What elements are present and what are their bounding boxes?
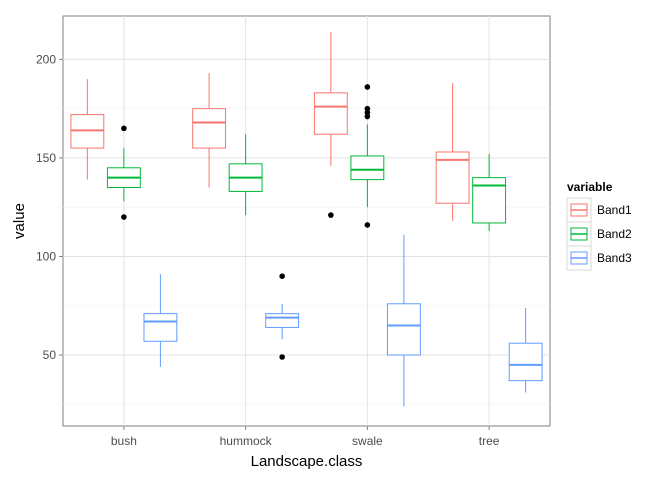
box-iqr [265,313,300,328]
x-tick-label: tree [479,434,500,448]
box-iqr [350,155,385,181]
outlier-point [121,214,127,220]
outlier-point [364,105,371,112]
y-tick-label: 200 [36,52,56,66]
legend-label: Band3 [597,251,632,265]
plot-panel [62,15,551,427]
box-iqr [192,108,227,149]
box-iqr [508,342,543,382]
box-band2-bush [106,125,141,220]
box-band1-bush [70,79,105,180]
y-tick-label: 100 [36,249,56,263]
legend-label: Band2 [597,227,632,241]
box-band1-swale [313,31,348,218]
x-axis: bush hummock swale tree [111,426,500,448]
box-iqr [143,313,178,342]
box-iqr [472,177,507,224]
y-axis-title: value [11,203,28,239]
box-iqr [386,303,421,356]
legend-entry-band3: Band3 [566,245,632,271]
box-band2-swale [350,84,385,228]
legend: variable Band1 Band2 Band3 [566,180,632,271]
x-axis-title: Landscape.class [251,453,363,470]
outlier-point [279,273,285,279]
legend-title: variable [567,180,613,194]
box-band2-tree [472,153,507,231]
y-tick-label: 50 [43,348,57,362]
box-band3-hummock [265,273,300,360]
box-band3-bush [143,274,178,367]
x-tick-label: bush [111,434,137,448]
legend-label: Band1 [597,203,632,217]
box-band1-hummock [192,73,227,188]
outlier-point [364,84,371,90]
y-tick-label: 150 [36,151,56,165]
box-band3-swale [386,234,421,407]
box-marks [70,31,543,407]
legend-entry-band2: Band2 [566,221,632,247]
outlier-point [328,212,334,218]
outlier-point [121,125,127,132]
outlier-point [364,113,371,120]
y-axis: 50 100 150 200 [36,52,63,362]
box-band3-tree [508,307,543,393]
box-band2-hummock [228,134,263,216]
x-tick-label: swale [352,434,383,448]
legend-entry-band1: Band1 [566,197,632,223]
grid-lines [63,16,550,426]
outlier-point [364,222,371,228]
outlier-point [364,109,371,116]
box-band1-tree [435,83,470,221]
box-iqr [313,92,348,135]
outlier-point [279,354,285,360]
x-tick-label: hummock [220,434,273,448]
